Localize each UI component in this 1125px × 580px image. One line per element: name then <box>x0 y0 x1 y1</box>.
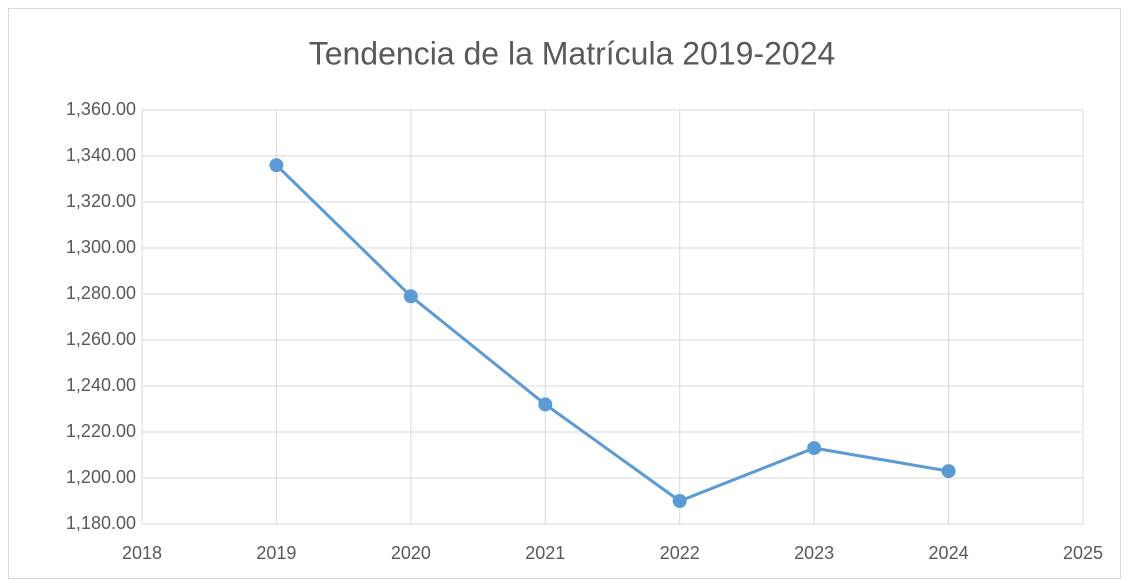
y-tick-label: 1,200.00 <box>66 467 136 487</box>
y-tick-label: 1,340.00 <box>66 145 136 165</box>
x-tick-label: 2019 <box>256 543 296 563</box>
data-point <box>807 441 822 456</box>
x-tick-label: 2023 <box>794 543 834 563</box>
y-tick-label: 1,220.00 <box>66 421 136 441</box>
data-point <box>403 289 418 304</box>
data-line <box>275 164 949 503</box>
y-tick-label: 1,240.00 <box>66 375 136 395</box>
y-tick-label: 1,300.00 <box>66 237 136 257</box>
y-tick-label: 1,360.00 <box>66 99 136 119</box>
chart-title: Tendencia de la Matrícula 2019-2024 <box>309 35 836 71</box>
data-point <box>672 494 687 508</box>
x-tick-label: 2018 <box>122 543 162 563</box>
data-point <box>941 464 956 479</box>
y-tick-label: 1,180.00 <box>66 513 136 533</box>
x-tick-label: 2020 <box>391 543 431 563</box>
x-tick-label: 2021 <box>525 543 565 563</box>
x-tick-label: 2024 <box>929 543 969 563</box>
y-tick-label: 1,280.00 <box>66 283 136 303</box>
data-point <box>269 158 284 173</box>
y-tick-label: 1,260.00 <box>66 329 136 349</box>
x-tick-label: 2022 <box>660 543 700 563</box>
x-tick-label: 2025 <box>1063 543 1103 563</box>
data-point <box>538 397 553 412</box>
y-tick-label: 1,320.00 <box>66 191 136 211</box>
